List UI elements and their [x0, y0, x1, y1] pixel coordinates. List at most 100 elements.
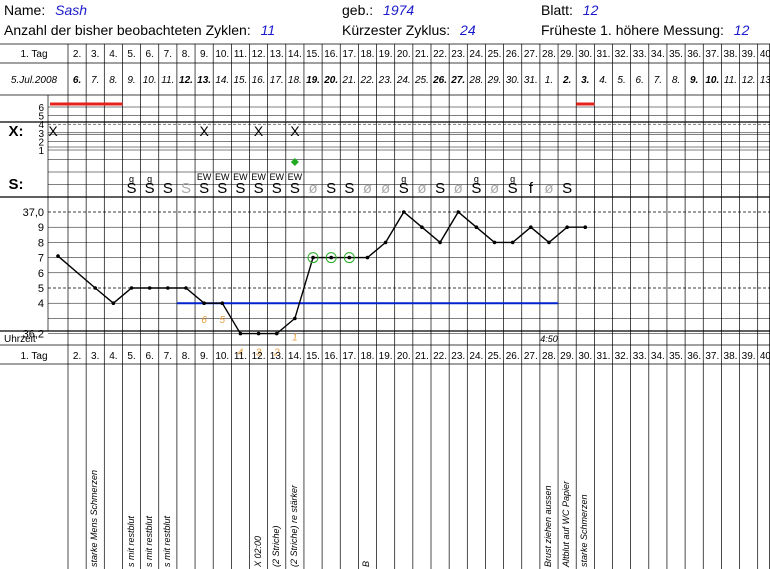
- green-marker-icon: [290, 158, 299, 166]
- temperature-point: [129, 286, 134, 290]
- day-number: 9.: [200, 49, 208, 60]
- bottom-day-number: 37.: [705, 351, 719, 362]
- date-cell: 15.: [233, 75, 247, 86]
- day-number: 4.: [109, 49, 117, 60]
- temperature-point: [401, 210, 406, 214]
- date-cell: 4.: [599, 75, 607, 86]
- day-number: 8.: [182, 49, 190, 60]
- temperature-axis-label: 37,0: [23, 207, 44, 219]
- bottom-day-number: 14.: [288, 351, 302, 362]
- bottom-day-number: 28.: [542, 351, 556, 362]
- mucus-symbol: ø: [454, 180, 463, 197]
- x-mark: X: [48, 123, 58, 139]
- mucus-symbol: S: [471, 180, 481, 197]
- time-row-label: Uhrzeit: [4, 334, 36, 345]
- day-number: 10.: [215, 49, 229, 60]
- x-mark: X: [254, 123, 264, 139]
- name-label: Name:: [4, 2, 46, 18]
- mucus-hook: g: [129, 174, 134, 184]
- mucus-symbol: ø: [417, 180, 426, 197]
- date-cell: 12.: [179, 75, 193, 86]
- circled-temperature: [325, 252, 337, 264]
- date-cell: 1.: [545, 75, 553, 86]
- bottom-day-number: 6.: [146, 351, 154, 362]
- date-cell: 20.: [323, 75, 338, 86]
- date-cell: 2.: [562, 75, 571, 86]
- bottom-day-number: 31.: [596, 351, 610, 362]
- temperature-point: [111, 301, 116, 306]
- day-number: 2.: [73, 49, 81, 60]
- mucus-symbol: S: [272, 180, 282, 197]
- sheet-value: 12: [582, 2, 599, 18]
- bottom-day-number: 26.: [506, 351, 520, 362]
- day-number: 26.: [506, 49, 520, 60]
- temperature-point: [347, 255, 352, 260]
- temperature-axis-label: 9: [38, 222, 44, 234]
- bottom-day-number: 25.: [488, 351, 502, 362]
- day-number: 37.: [705, 49, 719, 60]
- mucus-symbol: ø: [308, 180, 317, 197]
- day-number: 40.: [760, 49, 770, 60]
- bottom-day-number: 24.: [469, 351, 483, 362]
- day-number: 12.: [252, 49, 266, 60]
- mucus-symbol: ø: [544, 180, 553, 197]
- temperature-point: [147, 286, 152, 290]
- date-cell: 11.: [161, 75, 174, 86]
- born-value: 1974: [383, 2, 415, 18]
- temperature-point: [438, 240, 442, 245]
- mucus-symbol: f: [529, 180, 534, 197]
- mucus-symbol: S: [344, 180, 354, 197]
- bleeding-scale-label: 3: [38, 129, 44, 140]
- circled-temperature: [307, 252, 319, 264]
- date-cell: 24.: [396, 75, 411, 86]
- count-label: 3: [256, 348, 262, 359]
- bottom-day-number: 21.: [415, 351, 429, 362]
- date-cell: 19.: [306, 75, 320, 86]
- mucus-hook: g: [474, 174, 479, 184]
- bottom-day-number: 10.: [215, 351, 229, 362]
- date-cell: 6.: [636, 75, 644, 86]
- bottom-day-number: 40.: [760, 351, 770, 362]
- bottom-day-number: 30.: [578, 351, 592, 362]
- date-cell: 31.: [524, 75, 538, 86]
- temperature-point: [184, 286, 188, 290]
- day-number: 3.: [91, 49, 99, 60]
- bleeding-scale-label: 4: [38, 120, 44, 131]
- day-number: 20.: [397, 49, 411, 60]
- bottom-day-number: 23.: [451, 351, 465, 362]
- date-row-first: 5.Jul.2008: [11, 75, 58, 86]
- x-mark: X: [290, 123, 300, 139]
- day-number: 5.: [127, 49, 135, 60]
- date-cell: 3.: [581, 75, 589, 86]
- bottom-day-number: 18.: [361, 351, 375, 362]
- temperature-point: [456, 210, 461, 214]
- bottom-day-number: 32.: [615, 351, 629, 362]
- ew-label: EW: [197, 172, 212, 182]
- mucus-symbol: S: [399, 180, 409, 197]
- bottom-day-number: 3.: [91, 351, 99, 362]
- count-label: 1: [292, 332, 298, 343]
- date-cell: 9.: [127, 75, 135, 86]
- mucus-symbol: ø: [381, 180, 390, 197]
- s-row-label: S:: [9, 176, 24, 193]
- temperature-point: [166, 286, 170, 290]
- day-number: 15.: [306, 49, 320, 60]
- day-number: 27.: [524, 49, 538, 60]
- day-number: 24.: [469, 49, 483, 60]
- mucus-hook: g: [147, 174, 152, 184]
- temperature-axis-label: 4: [38, 298, 44, 310]
- day-number: 17.: [342, 49, 356, 60]
- temperature-point: [420, 225, 424, 229]
- count-label: 6: [201, 315, 207, 326]
- count-label: 2: [273, 348, 280, 359]
- bottom-day-number: 7.: [164, 351, 172, 362]
- bottom-day-number: 8.: [182, 351, 190, 362]
- temperature-point: [293, 316, 297, 321]
- date-cell: 7.: [91, 75, 99, 86]
- temperature-point: [220, 301, 225, 306]
- date-cell: 21.: [341, 75, 356, 86]
- date-cell: 28.: [468, 75, 483, 86]
- date-cell: 14.: [215, 75, 229, 86]
- temperature-point: [274, 331, 279, 336]
- ew-label: EW: [269, 172, 284, 182]
